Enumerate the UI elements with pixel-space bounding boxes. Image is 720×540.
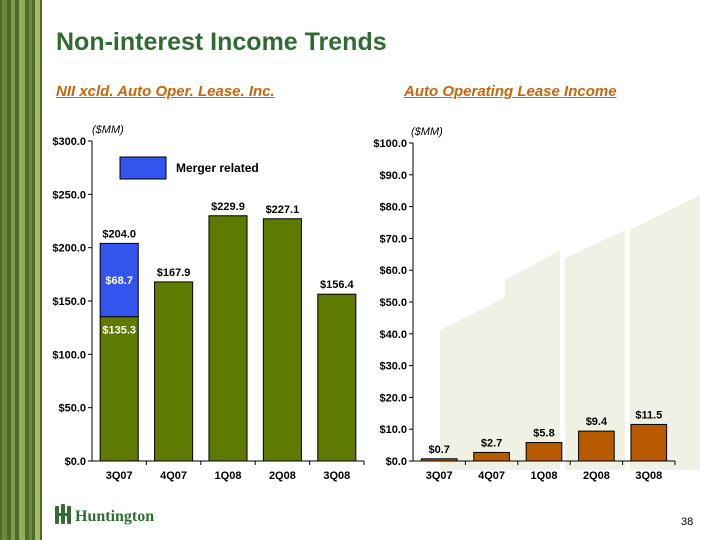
- y-tick-label: $10.0: [379, 424, 407, 436]
- x-tick-label: 3Q07: [426, 470, 453, 482]
- y-tick-label: $90.0: [379, 170, 407, 182]
- bar-value-label: $11.5: [635, 409, 662, 421]
- legend-swatch-merger: [119, 156, 167, 180]
- bar: [578, 430, 615, 462]
- side-stripe-band: [0, 0, 42, 540]
- bar-value-label: $0.7: [428, 444, 449, 456]
- x-tick-label: 3Q08: [635, 470, 662, 482]
- x-tick-label: 2Q08: [583, 470, 610, 482]
- x-tick-label: 1Q08: [215, 470, 242, 482]
- chart1-subtitle: NII xcld. Auto Oper. Lease. Inc.: [56, 83, 275, 100]
- bar: [420, 458, 458, 462]
- bar-base: [262, 218, 302, 462]
- y-tick-label: $200.0: [52, 243, 86, 255]
- x-tick-label: 4Q07: [160, 470, 187, 482]
- y-tick-label: $50.0: [379, 297, 407, 309]
- y-tick-label: $60.0: [379, 265, 407, 277]
- bar-base: [317, 293, 357, 462]
- bar: [525, 442, 563, 462]
- y-tick-label: $20.0: [379, 392, 407, 404]
- y-tick-label: $100.0: [373, 138, 407, 150]
- x-tick-label: 3Q08: [323, 470, 350, 482]
- bar: [630, 423, 668, 462]
- y-tick-label: $70.0: [379, 233, 407, 245]
- bar-value-label: $167.9: [157, 267, 191, 279]
- y-tick-label: $0.0: [386, 456, 407, 468]
- merger-value-label: $68.7: [105, 275, 133, 287]
- y-tick-label: $30.0: [379, 361, 407, 373]
- x-tick-label: 4Q07: [478, 470, 505, 482]
- y-tick-label: $150.0: [52, 296, 86, 308]
- huntington-logo: Huntington: [55, 504, 154, 525]
- bar-value-label: $156.4: [320, 279, 355, 291]
- slide-title: Non-interest Income Trends: [56, 28, 387, 56]
- x-tick-label: 3Q07: [106, 470, 133, 482]
- y-tick-label: $50.0: [58, 403, 86, 415]
- bar-base: [154, 281, 194, 462]
- total-value-label: $204.0: [102, 228, 136, 240]
- bar-value-label: $227.1: [266, 204, 300, 216]
- bar-base: [99, 316, 139, 462]
- y-tick-label: $100.0: [52, 349, 86, 361]
- chart2-subtitle: Auto Operating Lease Income: [404, 83, 617, 100]
- unit-label: ($MM): [92, 124, 124, 136]
- y-tick-label: $250.0: [52, 189, 86, 201]
- logo-wordmark: Huntington: [75, 508, 154, 525]
- bar-value-label: $5.8: [533, 428, 554, 440]
- bar-value-label: $135.3: [102, 325, 136, 337]
- bar-value-label: $9.4: [586, 416, 608, 428]
- bar-merger-related: [99, 242, 139, 318]
- unit-label: ($MM): [411, 126, 443, 138]
- bar-base: [208, 215, 248, 462]
- x-tick-label: 1Q08: [531, 470, 558, 482]
- y-tick-label: $300.0: [52, 136, 86, 148]
- bar: [473, 451, 510, 462]
- y-tick-label: $80.0: [379, 202, 407, 214]
- legend-label-merger: Merger related: [176, 161, 259, 175]
- x-tick-label: 2Q08: [269, 470, 296, 482]
- bar-value-label: $229.9: [211, 201, 245, 213]
- bar-value-label: $2.7: [481, 437, 502, 449]
- y-tick-label: $40.0: [379, 329, 407, 341]
- page-number: 38: [681, 516, 694, 528]
- y-tick-label: $0.0: [65, 456, 86, 468]
